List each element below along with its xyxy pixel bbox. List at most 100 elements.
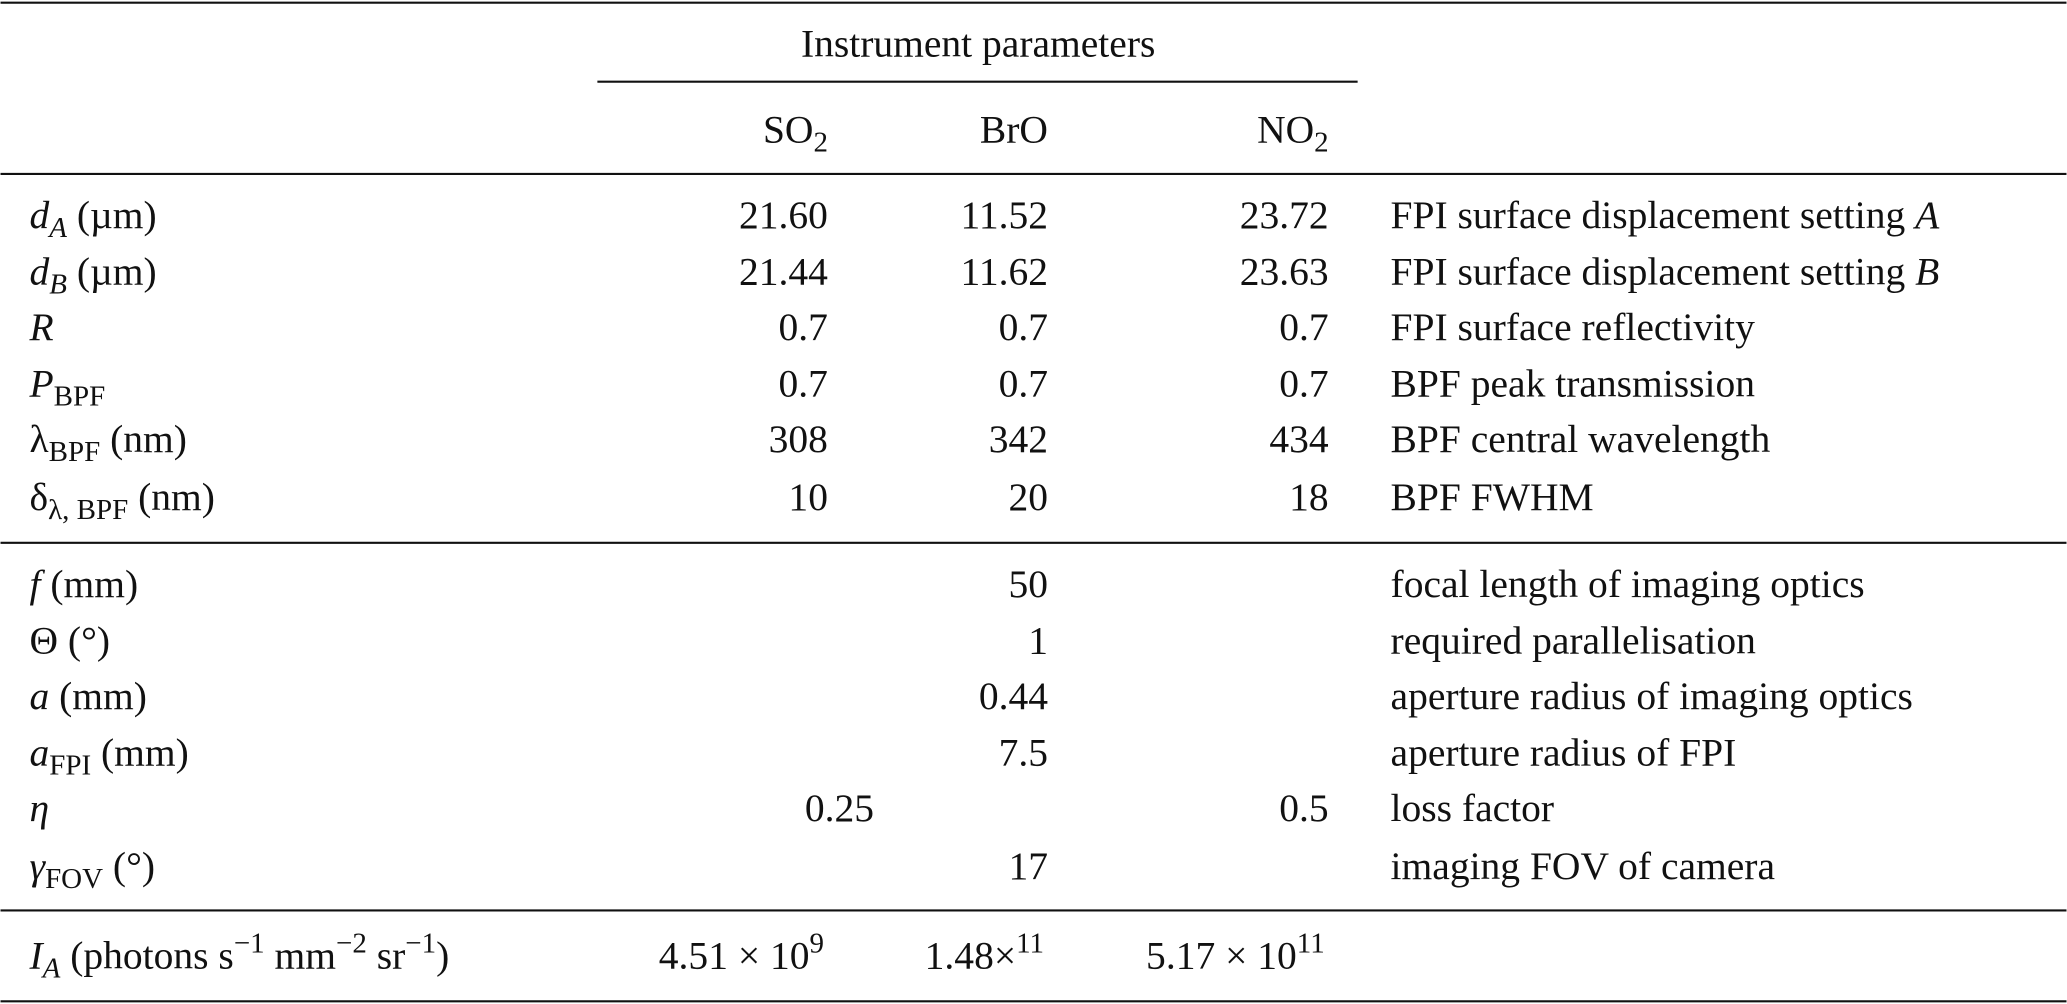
text-segment: BPF peak transmission [1391, 362, 1756, 406]
text-segment: −1 [405, 928, 436, 960]
text-segment: a [30, 731, 50, 775]
description-cell: required parallelisation [1391, 619, 1757, 663]
value-cell: 11.52 [961, 193, 1048, 237]
text-segment: P [29, 362, 54, 406]
value-cell: 23.72 [1240, 193, 1329, 237]
description-cell: imaging FOV of camera [1391, 844, 1775, 888]
row-label: dA (µm) [30, 193, 157, 244]
description-cell: loss factor [1391, 786, 1555, 830]
value-cell: 0.7 [1279, 362, 1328, 406]
text-segment: a [30, 674, 50, 718]
text-segment: η [30, 786, 50, 830]
value-cell: 20 [1008, 475, 1048, 519]
text-segment: SO [763, 107, 814, 151]
text-segment: 2 [813, 127, 827, 159]
description-cell: BPF peak transmission [1391, 362, 1756, 406]
text-segment: d [30, 250, 50, 294]
row-label: aFPI (mm) [30, 731, 189, 782]
value-cell: 50 [1008, 562, 1048, 606]
value-cell: 1 [1028, 619, 1048, 663]
text-segment: FPI [49, 750, 91, 782]
value-cell: 0.7 [999, 305, 1048, 349]
text-segment: NO [1257, 107, 1314, 151]
text-segment: required parallelisation [1391, 619, 1757, 663]
text-segment: B [49, 269, 67, 301]
row-label: γFOV (°) [30, 844, 156, 895]
row-label: δλ, BPF (nm) [30, 475, 215, 526]
row-label: IA (photons s−1 mm−2 sr−1) [29, 928, 450, 985]
text-segment: −2 [336, 928, 367, 960]
text-segment: λ [30, 417, 49, 461]
text-segment: γ [30, 844, 47, 888]
text-segment: (°) [103, 844, 155, 888]
description-cell: BPF FWHM [1391, 475, 1594, 519]
text-segment: sr [367, 933, 405, 977]
row-label: R [29, 305, 54, 349]
text-segment: 5.17 × 10 [1146, 933, 1297, 977]
text-segment: I [29, 933, 45, 977]
description-cell: BPF central wavelength [1391, 417, 1771, 461]
row-label: a (mm) [30, 674, 147, 718]
description-cell: FPI surface displacement setting B [1391, 250, 1940, 294]
description-cell: aperture radius of imaging optics [1391, 674, 1913, 718]
text-segment: BPF [54, 381, 106, 413]
text-segment: FPI surface displacement setting [1391, 250, 1916, 294]
value-cell: 342 [989, 417, 1048, 461]
text-segment: FPI surface reflectivity [1391, 305, 1756, 349]
text-segment: focal length of imaging optics [1391, 562, 1865, 606]
value-cell: 23.63 [1240, 250, 1329, 294]
row-label: λBPF (nm) [30, 417, 187, 468]
text-segment: A [47, 212, 67, 244]
text-segment: (photons s [60, 933, 233, 977]
value-cell: 0.7 [779, 362, 828, 406]
text-segment: λ, BPF [48, 494, 128, 526]
text-segment: 11 [1016, 928, 1044, 960]
column-header: BrO [980, 107, 1048, 151]
value-cell: 0.44 [979, 674, 1048, 718]
text-segment: (mm) [91, 731, 189, 775]
row-label: PBPF [29, 362, 106, 413]
column-header: SO2 [763, 107, 828, 158]
text-segment: imaging FOV of camera [1391, 844, 1775, 888]
text-segment: 2 [1314, 127, 1328, 159]
text-segment: (mm) [40, 562, 138, 606]
text-segment: mm [265, 933, 337, 977]
description-cell: FPI surface reflectivity [1391, 305, 1756, 349]
column-header: NO2 [1257, 107, 1329, 158]
value-cell: 17 [1008, 844, 1048, 888]
value-cell: 4.51 × 109 [659, 928, 824, 978]
value-cell: 434 [1269, 417, 1329, 461]
text-segment: 11 [1297, 928, 1325, 960]
text-segment: 9 [810, 928, 824, 960]
value-cell: 21.60 [739, 193, 828, 237]
value-cell: 0.25 [805, 786, 874, 830]
text-segment: 1.48× [925, 933, 1016, 977]
text-segment: (µm) [67, 193, 157, 237]
text-segment: loss factor [1391, 786, 1555, 830]
value-cell: 18 [1289, 475, 1329, 519]
text-segment: A [1912, 193, 1940, 237]
text-segment: Θ (°) [30, 619, 111, 663]
text-segment: aperture radius of imaging optics [1391, 674, 1913, 718]
text-segment: δ [30, 475, 49, 519]
text-segment: aperture radius of FPI [1391, 731, 1737, 775]
text-segment: ) [436, 933, 449, 977]
value-cell: 10 [788, 475, 828, 519]
text-segment: B [1915, 250, 1939, 294]
text-segment: (mm) [49, 674, 147, 718]
description-cell: FPI surface displacement setting A [1391, 193, 1941, 237]
text-segment: BPF central wavelength [1391, 417, 1771, 461]
row-label: f (mm) [30, 562, 139, 606]
description-cell: focal length of imaging optics [1391, 562, 1865, 606]
row-label: Θ (°) [30, 619, 111, 663]
value-cell: 0.7 [779, 305, 828, 349]
value-cell: 0.5 [1279, 786, 1328, 830]
text-segment: 4.51 × 10 [659, 933, 810, 977]
text-segment: d [30, 193, 50, 237]
value-cell: 7.5 [999, 731, 1048, 775]
description-cell: aperture radius of FPI [1391, 731, 1737, 775]
text-segment: FOV [45, 863, 103, 895]
value-cell: 0.7 [1279, 305, 1328, 349]
value-cell: 0.7 [999, 362, 1048, 406]
